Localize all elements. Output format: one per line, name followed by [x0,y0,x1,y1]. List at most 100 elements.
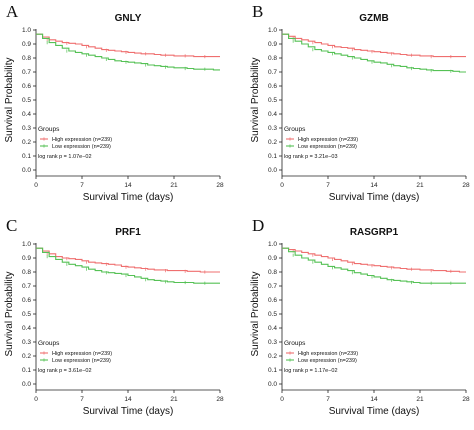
y-tick-label: 0.0 [22,381,31,388]
y-tick-label: 0.4 [268,325,277,332]
km-curve-low [282,247,466,284]
y-tick-label: 0.9 [268,255,277,262]
y-tick-label: 0.1 [268,367,277,374]
x-tick-label: 21 [170,182,178,189]
y-tick-label: 0.6 [22,83,31,90]
y-tick-label: 0.4 [22,111,31,118]
legend-label: High expression (n=239) [52,137,112,143]
y-tick-label: 0.8 [22,55,31,62]
logrank-pvalue: log rank p = 1.07e−02 [38,154,92,160]
y-tick-label: 1.0 [22,27,31,34]
y-tick-label: 0.1 [22,367,31,374]
x-tick-label: 7 [326,182,330,189]
km-curve-high [36,33,220,58]
legend-label: High expression (n=239) [298,137,358,143]
km-curve-low [282,33,466,73]
x-tick-label: 21 [416,396,424,403]
y-tick-label: 0.8 [22,269,31,276]
panel-c: C PRF1 0.0 0.1 0.2 0.3 0.4 0.5 0.6 0.7 0.8 0.9 1.0 0 7… [4,216,224,417]
x-tick-label: 14 [124,396,132,403]
x-tick-label: 0 [34,396,38,403]
legend-label: Low expression (n=239) [298,144,357,150]
x-tick-label: 0 [280,182,284,189]
x-axis-label: Survival Time (days) [83,192,174,203]
chart-title: PRF1 [115,227,141,238]
x-tick-label: 7 [80,182,84,189]
km-curve-low [36,33,220,71]
chart-title: GNLY [115,13,142,24]
x-tick-label: 0 [280,396,284,403]
y-tick-label: 0.3 [268,339,277,346]
y-axis-label: Survival Probability [4,57,15,142]
y-tick-label: 1.0 [268,27,277,34]
y-tick-label: 0.7 [22,283,31,290]
y-tick-label: 0.2 [268,139,277,146]
y-tick-label: 0.4 [268,111,277,118]
y-tick-label: 0.3 [22,339,31,346]
km-curve-low [36,247,220,284]
y-tick-label: 0.5 [22,97,31,104]
legend-label: Low expression (n=239) [52,144,111,150]
logrank-pvalue: log rank p = 3.21e−03 [284,154,338,160]
x-tick-label: 21 [416,182,424,189]
x-tick-label: 28 [216,396,224,403]
legend-label: High expression (n=239) [52,351,112,357]
y-tick-label: 0.4 [22,325,31,332]
panel-a: A GNLY 0.0 0.1 0.2 0.3 0.4 0.5 0.6 0.7 0.8 0.9 1.0 0 7… [4,2,224,203]
y-tick-label: 0.5 [268,97,277,104]
legend-label: Low expression (n=239) [298,358,357,364]
x-tick-label: 28 [462,396,470,403]
y-tick-label: 0.5 [22,311,31,318]
logrank-pvalue: log rank p = 1.17e−02 [284,368,338,374]
y-tick-label: 0.6 [268,297,277,304]
y-tick-label: 0.6 [268,83,277,90]
legend-label: Low expression (n=239) [52,358,111,364]
y-tick-label: 0.0 [22,167,31,174]
y-axis-label: Survival Probability [4,271,15,356]
y-tick-label: 0.0 [268,167,277,174]
x-tick-label: 28 [216,182,224,189]
y-tick-label: 0.8 [268,55,277,62]
y-tick-label: 0.7 [268,283,277,290]
panel-letter: D [252,216,264,235]
legend-title: Groups [38,126,60,133]
y-tick-label: 0.6 [22,297,31,304]
y-tick-label: 0.8 [268,269,277,276]
km-curve-high [36,247,220,273]
y-tick-label: 0.9 [268,41,277,48]
y-tick-label: 0.2 [22,139,31,146]
logrank-pvalue: log rank p = 3.61e−02 [38,368,92,374]
chart-title: GZMB [359,13,388,24]
y-tick-label: 0.7 [268,69,277,76]
km-curve-high [282,33,466,58]
panel-letter: A [6,2,19,21]
y-tick-label: 0.1 [22,153,31,160]
x-tick-label: 0 [34,182,38,189]
y-tick-label: 1.0 [22,241,31,248]
y-tick-label: 0.7 [22,69,31,76]
x-axis-label: Survival Time (days) [83,406,174,417]
x-tick-label: 7 [80,396,84,403]
x-tick-label: 21 [170,396,178,403]
legend-title: Groups [38,340,60,347]
legend-title: Groups [284,126,306,133]
legend-label: High expression (n=239) [298,351,358,357]
chart-title: RASGRP1 [350,227,399,238]
y-tick-label: 0.2 [22,353,31,360]
y-tick-label: 0.0 [268,381,277,388]
x-tick-label: 14 [370,396,378,403]
y-tick-label: 0.3 [268,125,277,132]
y-tick-label: 0.5 [268,311,277,318]
y-tick-label: 0.3 [22,125,31,132]
km-curve-high [282,247,466,273]
y-tick-label: 1.0 [268,241,277,248]
y-tick-label: 0.9 [22,255,31,262]
y-tick-label: 0.9 [22,41,31,48]
panel-b: B GZMB 0.0 0.1 0.2 0.3 0.4 0.5 0.6 0.7 0.8 0.9 1.0 0 7… [250,2,470,203]
y-axis-label: Survival Probability [250,271,261,356]
x-axis-label: Survival Time (days) [329,192,420,203]
y-tick-label: 0.1 [268,153,277,160]
y-axis-label: Survival Probability [250,57,261,142]
x-tick-label: 7 [326,396,330,403]
